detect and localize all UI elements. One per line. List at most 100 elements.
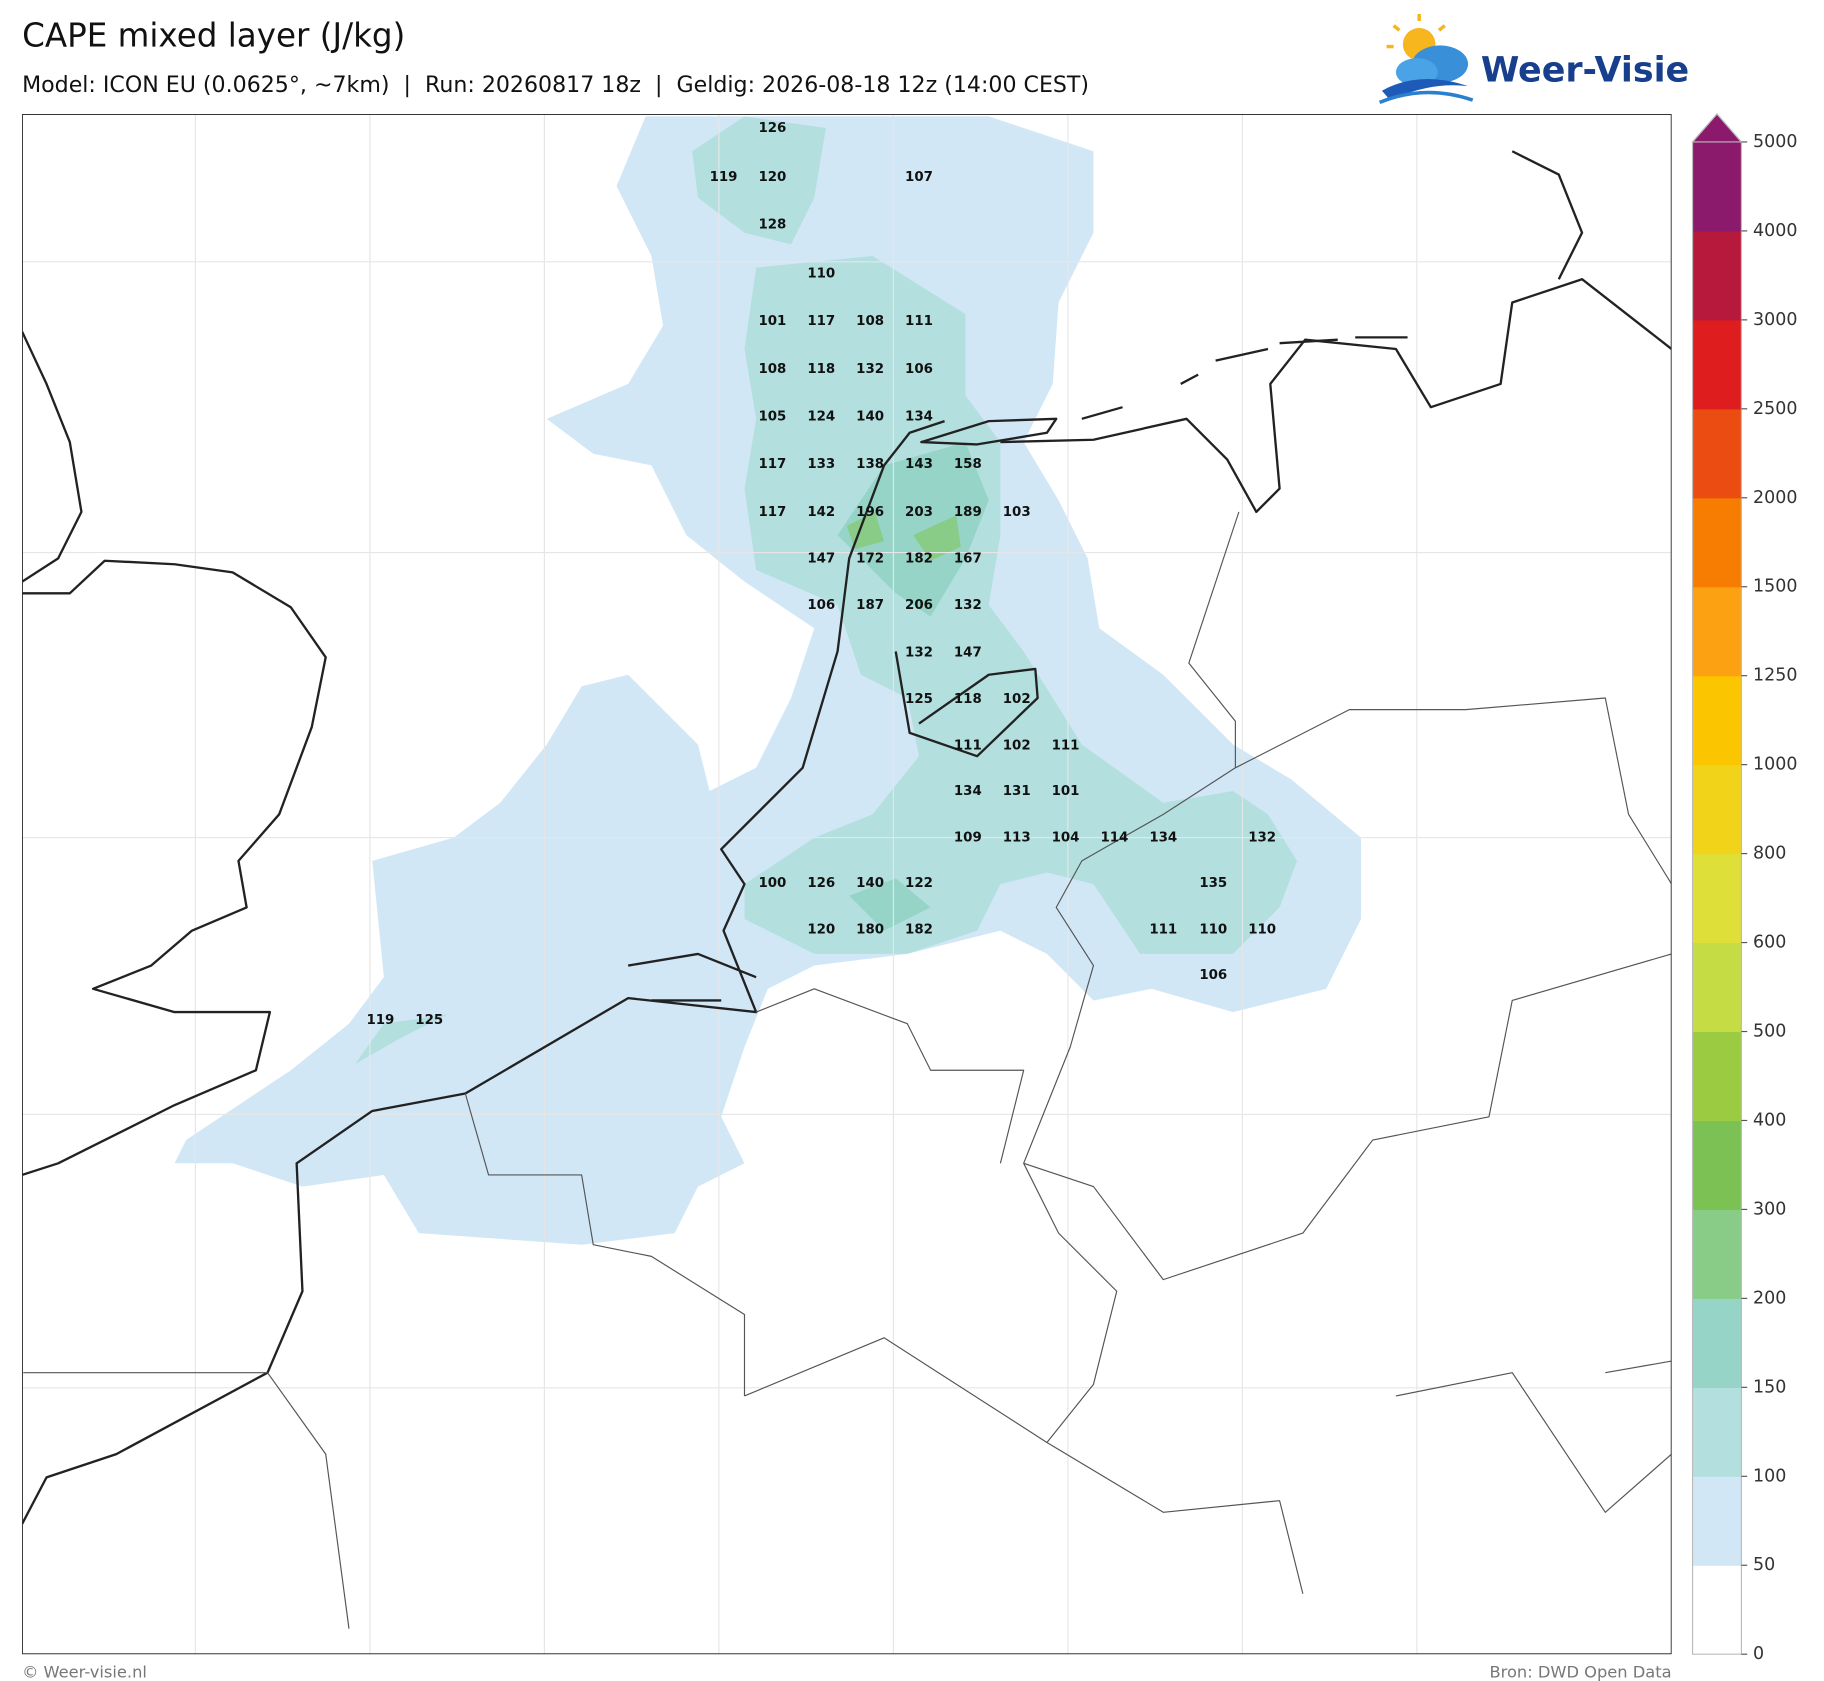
value-label: 125	[415, 1013, 443, 1028]
value-label: 167	[954, 551, 982, 566]
value-label: 128	[758, 218, 786, 233]
colorbar-label: 0	[1753, 1644, 1764, 1664]
colorbar-label: 1500	[1753, 577, 1797, 597]
colorbar-segment	[1692, 942, 1742, 1033]
colorbar-segment	[1692, 586, 1742, 677]
colorbar-label: 3000	[1753, 310, 1797, 330]
colorbar-label: 5000	[1753, 132, 1797, 152]
value-label: 125	[905, 692, 933, 707]
value-label: 126	[758, 121, 786, 136]
value-label: 110	[807, 266, 835, 281]
value-label: 126	[807, 876, 835, 891]
value-label: 135	[1199, 876, 1227, 891]
value-label: 119	[366, 1013, 394, 1028]
value-label: 142	[807, 505, 835, 520]
colorbar-segment	[1692, 675, 1742, 766]
title: CAPE mixed layer (J/kg)	[22, 17, 405, 55]
colorbar-segment	[1692, 319, 1742, 410]
colorbar-label: 500	[1753, 1022, 1786, 1042]
value-label: 114	[1100, 831, 1128, 846]
value-label: 117	[758, 505, 786, 520]
subtitle: Model: ICON EU (0.0625°, ~7km) | Run: 20…	[22, 72, 1089, 98]
colorbar: 0 50 100 150 200 300 400 500 600 800 1000 1250 1500 2…	[1691, 113, 1797, 1664]
colorbar-label: 50	[1753, 1555, 1775, 1575]
value-label: 100	[758, 876, 786, 891]
value-label: 122	[905, 876, 933, 891]
value-label: 143	[905, 457, 933, 472]
value-label: 187	[856, 598, 884, 613]
value-label: 106	[1199, 968, 1227, 983]
logo: Weer-Visie	[1378, 13, 1689, 105]
colorbar-label: 600	[1753, 933, 1786, 953]
value-label: 105	[758, 409, 786, 424]
colorbar-segment	[1692, 141, 1742, 232]
value-label: 182	[905, 922, 933, 937]
value-label: 101	[758, 314, 786, 329]
value-label: 206	[905, 598, 933, 613]
colorbar-segment	[1692, 1209, 1742, 1299]
graticule	[22, 114, 1672, 1655]
colorbar-segment	[1692, 1298, 1742, 1388]
value-labels: 126 119 120 107 128 110 101 117 108 111 108 118 132 1…	[366, 121, 1276, 1028]
footer-right: Bron: DWD Open Data	[1489, 1662, 1671, 1681]
value-label: 111	[1149, 922, 1177, 937]
colorbar-label: 1250	[1753, 666, 1797, 686]
value-label: 118	[954, 692, 982, 707]
value-label: 103	[1003, 505, 1031, 520]
value-label: 172	[856, 551, 884, 566]
value-label: 111	[954, 739, 982, 754]
colorbar-segment	[1692, 1565, 1742, 1655]
map: 126 119 120 107 128 110 101 117 108 111 108 118 132 1…	[22, 114, 1672, 1655]
value-label: 101	[1052, 784, 1080, 799]
value-label: 147	[954, 646, 982, 661]
value-label: 107	[905, 170, 933, 185]
value-label: 111	[1052, 739, 1080, 754]
value-label: 111	[905, 314, 933, 329]
colorbar-label: 2500	[1753, 399, 1797, 419]
colorbar-segment	[1692, 764, 1742, 855]
colorbar-segment	[1692, 230, 1742, 321]
value-label: 102	[1003, 739, 1031, 754]
colorbar-label: 100	[1753, 1466, 1786, 1486]
colorbar-label: 1000	[1753, 755, 1797, 775]
value-label: 117	[758, 457, 786, 472]
colorbar-label: 400	[1753, 1110, 1786, 1130]
value-label: 113	[1003, 831, 1031, 846]
value-label: 109	[954, 831, 982, 846]
value-label: 182	[905, 551, 933, 566]
value-label: 124	[807, 409, 835, 424]
colorbar-label: 300	[1753, 1199, 1786, 1219]
value-label: 108	[758, 362, 786, 377]
value-label: 106	[807, 598, 835, 613]
colorbar-segment	[1692, 1120, 1742, 1211]
value-label: 110	[1248, 922, 1276, 937]
value-label: 132	[1248, 831, 1276, 846]
value-label: 117	[807, 314, 835, 329]
value-label: 196	[856, 505, 884, 520]
footer-left: © Weer-visie.nl	[22, 1662, 147, 1681]
colorbar-segment	[1692, 853, 1742, 944]
value-label: 140	[856, 409, 884, 424]
colorbar-extension	[1691, 113, 1743, 143]
colorbar-label: 800	[1753, 844, 1786, 864]
logo-text: Weer-Visie	[1481, 50, 1689, 90]
value-label: 106	[905, 362, 933, 377]
value-label: 140	[856, 876, 884, 891]
colorbar-segment	[1692, 497, 1742, 588]
value-label: 120	[807, 922, 835, 937]
colorbar-label: 150	[1753, 1377, 1786, 1397]
value-label: 120	[758, 170, 786, 185]
value-label: 131	[1003, 784, 1031, 799]
value-label: 134	[905, 409, 933, 424]
value-label: 180	[856, 922, 884, 937]
value-label: 134	[954, 784, 982, 799]
colorbar-segment	[1692, 408, 1742, 499]
value-label: 118	[807, 362, 835, 377]
value-label: 119	[710, 170, 738, 185]
value-label: 189	[954, 505, 982, 520]
colorbar-label: 2000	[1753, 488, 1797, 508]
value-label: 108	[856, 314, 884, 329]
colorbar-segment	[1692, 1387, 1742, 1477]
